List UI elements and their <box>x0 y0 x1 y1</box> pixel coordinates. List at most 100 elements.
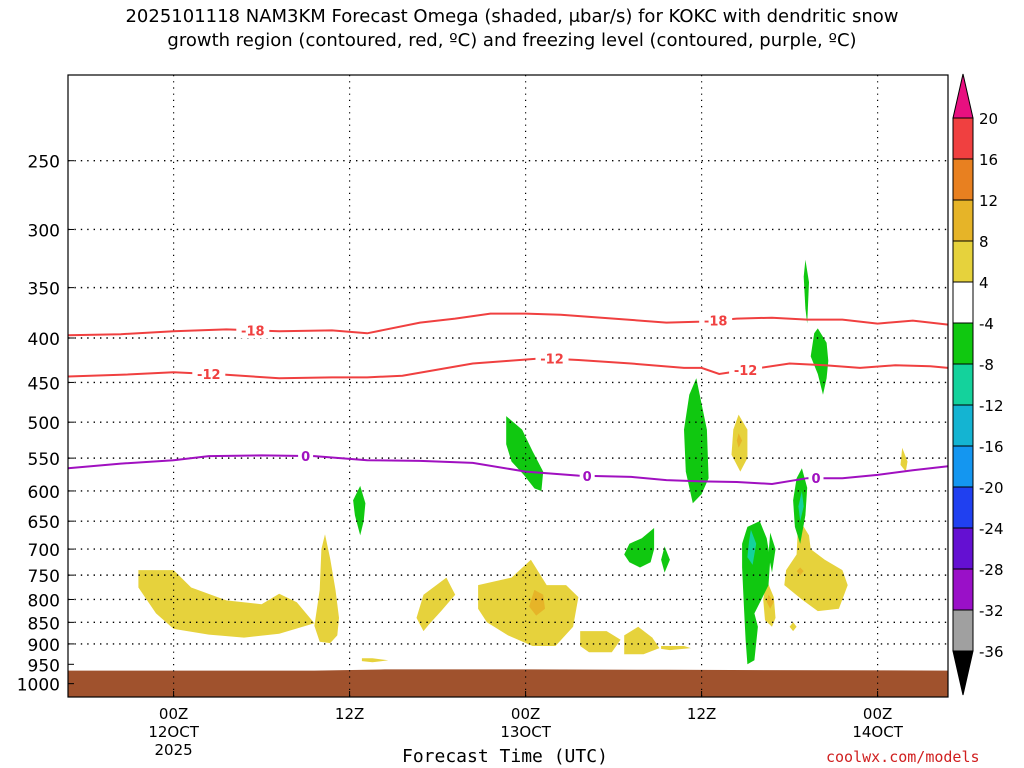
x-tick-label-4-1: 14OCT <box>852 723 903 741</box>
y-tick-label-650: 650 <box>28 513 60 533</box>
colorbar-label-11: -28 <box>979 561 1004 579</box>
colorbar-bin-7 <box>952 404 974 447</box>
omega-region-18 <box>353 485 366 536</box>
colorbar-bin-6 <box>952 363 974 406</box>
credit-text: coolwx.com/models <box>826 748 980 766</box>
contour-label-2-2: 0 <box>811 472 820 487</box>
contour-label-1-1: -12 <box>540 353 564 368</box>
contour-label-bg-2-1 <box>579 467 595 484</box>
contour-label-bg-1-2 <box>729 362 763 379</box>
y-tick-label-700: 700 <box>28 541 60 561</box>
colorbar-label-8: -16 <box>979 438 1004 456</box>
x-axis-label: Forecast Time (UTC) <box>402 746 608 767</box>
colorbar-label-9: -20 <box>979 479 1004 497</box>
omega-region-19 <box>684 378 709 504</box>
omega-region-21 <box>661 546 670 573</box>
x-tick-label-0-0: 00Z <box>159 705 188 723</box>
contour-label-2-1: 0 <box>583 470 592 485</box>
y-tick-label-350: 350 <box>28 280 60 300</box>
y-tick-label-500: 500 <box>28 414 60 434</box>
omega-region-2 <box>361 658 389 663</box>
colorbar-label-2: 12 <box>979 192 998 210</box>
x-tick-label-3-0: 12Z <box>687 705 716 723</box>
colorbar: 20 16 12 8 4 -4 -8 -12 -16 -20 -24 -28 -32 -36 <box>952 73 1004 696</box>
omega-region-28 <box>798 491 804 522</box>
y-tick-label-600: 600 <box>28 483 60 503</box>
y-tick-label-450: 450 <box>28 374 60 394</box>
omega-region-3 <box>416 577 456 632</box>
y-tick-label-300: 300 <box>28 221 60 241</box>
colorbar-label-0: 20 <box>979 110 998 128</box>
colorbar-bin-4 <box>952 281 974 324</box>
omega-region-27 <box>747 529 757 565</box>
omega-region-25 <box>803 259 809 324</box>
contour-line-2 <box>67 454 949 486</box>
y-tick-label-1000: 1000 <box>17 676 60 696</box>
omega-region-6 <box>624 626 660 655</box>
omega-region-13 <box>529 589 545 616</box>
omega-region-12 <box>789 622 797 632</box>
colorbar-bin-8 <box>952 445 974 488</box>
colorbar-bottom-arrow <box>952 650 974 696</box>
colorbar-label-12: -32 <box>979 602 1004 620</box>
colorbar-label-3: 8 <box>979 233 989 251</box>
x-tick-label-4-0: 00Z <box>863 705 892 723</box>
omega-region-23 <box>768 532 776 573</box>
y-tick-label-750: 750 <box>28 567 60 587</box>
contour-label-bg-2-2 <box>808 470 824 487</box>
contour-label-bg-0-0 <box>236 322 270 339</box>
contour-label-bg-1-0 <box>192 365 226 382</box>
omega-region-14 <box>766 594 774 609</box>
omega-region-5 <box>580 631 621 653</box>
contour-label-1-2: -12 <box>734 364 758 379</box>
colorbar-bin-10 <box>952 527 974 570</box>
contour-label-bg-0-1 <box>699 312 733 329</box>
colorbar-bin-9 <box>952 486 974 529</box>
colorbar-label-7: -12 <box>979 397 1004 415</box>
colorbar-bin-12 <box>952 609 974 652</box>
x-tick-label-2-0: 00Z <box>511 705 540 723</box>
y-tick-label-800: 800 <box>28 591 60 611</box>
colorbar-bin-11 <box>952 568 974 611</box>
y-tick-label-900: 900 <box>28 636 60 656</box>
contour-label-0-1: -18 <box>704 314 728 329</box>
y-tick-label-950: 950 <box>28 656 60 676</box>
omega-region-26 <box>810 328 829 395</box>
omega-region-15 <box>736 433 743 448</box>
contour-label-1-0: -12 <box>197 368 221 383</box>
contour-label-0-0: -18 <box>241 324 265 339</box>
x-tick-label-2-1: 13OCT <box>500 723 551 741</box>
omega-region-11 <box>900 447 908 472</box>
colorbar-bin-2 <box>952 199 974 242</box>
x-tick-label-1-0: 12Z <box>335 705 364 723</box>
colorbar-bin-1 <box>952 158 974 201</box>
omega-shading-group <box>138 259 908 665</box>
omega-region-0 <box>138 570 315 638</box>
omega-region-7 <box>661 646 691 651</box>
y-tick-label-250: 250 <box>28 153 60 173</box>
x-tick-label-0-2: 2025 <box>155 741 193 759</box>
colorbar-label-6: -8 <box>979 356 994 374</box>
chart-title-line-2: growth region (contoured, red, ºC) and f… <box>167 30 857 51</box>
omega-region-16 <box>796 567 804 576</box>
omega-region-1 <box>314 534 339 644</box>
colorbar-bin-3 <box>952 240 974 283</box>
y-tick-label-400: 400 <box>28 330 60 350</box>
contour-label-2-0: 0 <box>301 450 310 465</box>
omega-region-20 <box>624 528 655 568</box>
colorbar-bin-0 <box>952 117 974 160</box>
colorbar-bin-5 <box>952 322 974 365</box>
colorbar-label-5: -4 <box>979 315 994 333</box>
y-tick-label-550: 550 <box>28 450 60 470</box>
plot-border <box>67 74 949 698</box>
colorbar-label-1: 16 <box>979 151 998 169</box>
y-tick-label-850: 850 <box>28 614 60 634</box>
colorbar-label-4: 4 <box>979 274 989 292</box>
colorbar-label-13: -36 <box>979 643 1004 661</box>
colorbar-top-arrow <box>952 73 974 119</box>
ground-terrain <box>68 669 948 697</box>
x-tick-label-0-1: 12OCT <box>148 723 199 741</box>
contour-label-bg-2-0 <box>298 447 314 464</box>
chart-title-line-1: 2025101118 NAM3KM Forecast Omega (shaded… <box>125 6 899 27</box>
